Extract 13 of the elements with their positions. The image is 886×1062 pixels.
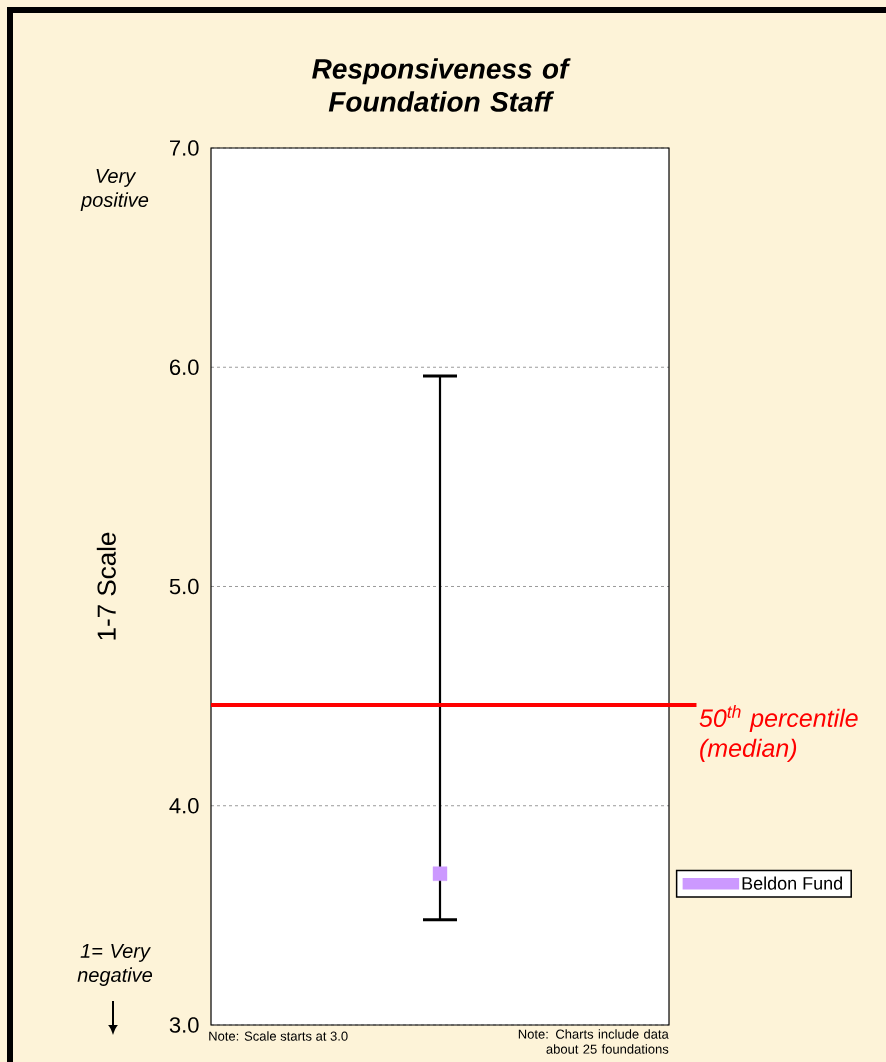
y-tick-label: 3.0 bbox=[169, 1017, 199, 1033]
text: Note: Charts include data about 25 foundations bbox=[518, 1029, 669, 1054]
legend-label: Beldon Fund bbox=[742, 876, 843, 890]
y-tick-label: 5.0 bbox=[169, 578, 199, 595]
chart-title: Responsiveness of Foundation Staff bbox=[312, 58, 571, 112]
y-axis-title: 1-7 Scale bbox=[96, 532, 116, 640]
y-tick-label: 4.0 bbox=[169, 797, 199, 814]
text: 1= Very negative bbox=[77, 944, 153, 986]
text: Very positive bbox=[80, 169, 149, 211]
ref-line-label: 50$^{th}$ percentile (median) bbox=[699, 705, 858, 762]
y-tick-label: 6.0 bbox=[170, 359, 199, 376]
text: Note: Scale starts at 3.0 bbox=[209, 1031, 348, 1041]
y-tick-label: 7.0 bbox=[170, 140, 199, 156]
